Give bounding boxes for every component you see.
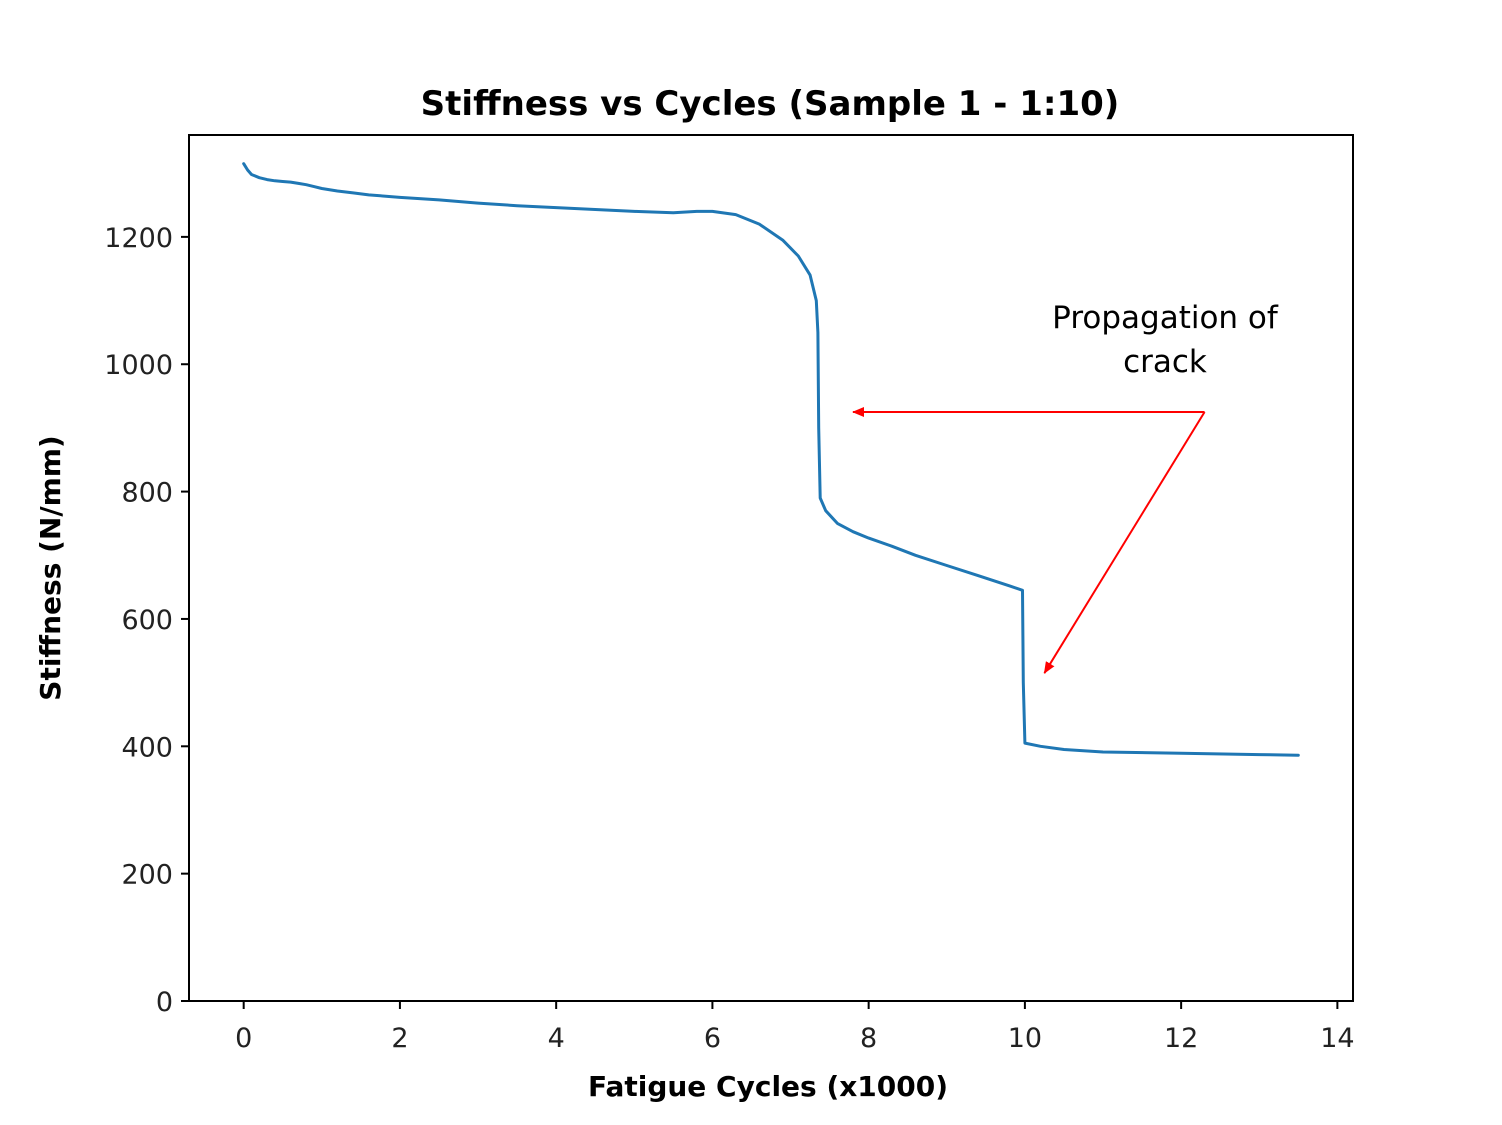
annotation-text-line: Propagation of [1052,300,1279,336]
x-tick-label: 2 [391,1023,408,1054]
y-tick-label: 1000 [104,350,173,381]
y-tick-label: 0 [156,987,173,1018]
y-tick-label: 200 [121,860,173,891]
x-tick-label: 0 [235,1023,252,1054]
ticks-group: 0 2 4 6 8 10 12 14 0 200 400 600 800 1000 1200 [104,223,1354,1054]
annotation-arrow [1043,411,1206,674]
series-group [242,162,1300,757]
annotation-text: Propagation of crack [1052,300,1279,380]
y-tick-label: 400 [121,732,173,763]
y-tick-label: 800 [121,478,173,509]
x-tick-label: 8 [860,1023,877,1054]
x-tick-label: 6 [704,1023,721,1054]
annotation-text-line: crack [1123,344,1207,380]
x-tick-label: 12 [1164,1023,1198,1054]
x-tick-label: 14 [1320,1023,1354,1054]
y-tick-label: 1200 [104,223,173,254]
chart-title: Stiffness vs Cycles (Sample 1 - 1:10) [421,84,1120,124]
annotations-group: Propagation of crack [852,300,1279,674]
x-tick-label: 10 [1008,1023,1042,1054]
y-axis-label: Stiffness (N/mm) [34,435,67,700]
x-tick-label: 4 [548,1023,565,1054]
x-axis-label: Fatigue Cycles (x1000) [588,1070,948,1103]
plot-frame [188,134,1354,1002]
series-line-0 [242,162,1300,757]
y-tick-label: 600 [121,605,173,636]
